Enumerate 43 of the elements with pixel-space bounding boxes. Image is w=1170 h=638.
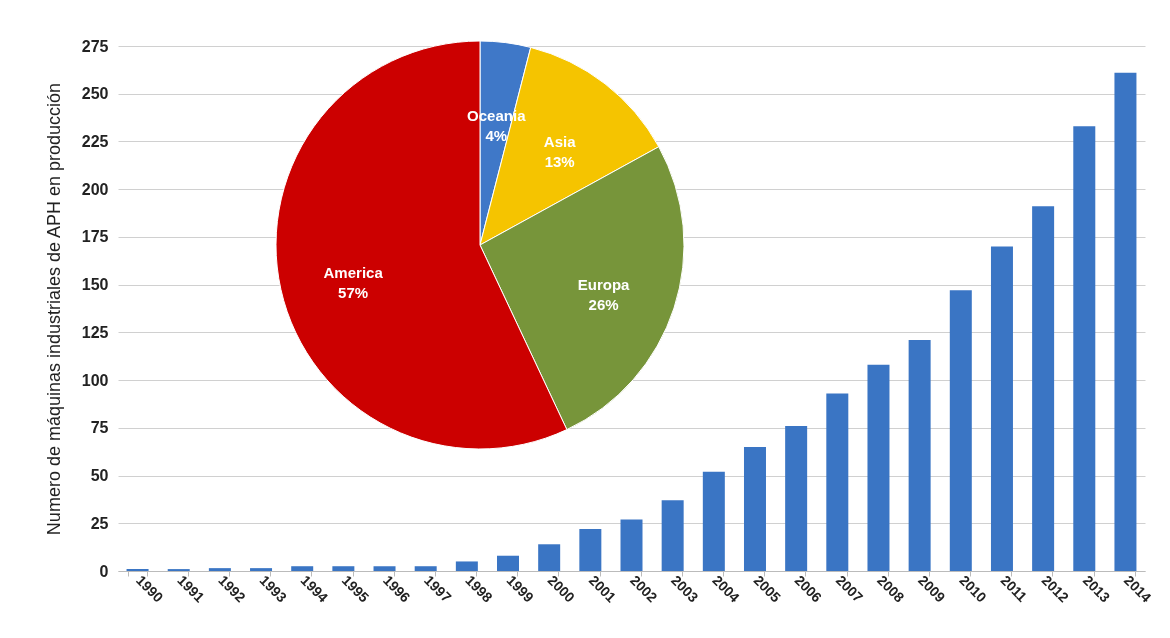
bar [414,566,437,571]
slice-label: America [323,264,384,282]
bar [373,566,396,571]
bar [702,471,725,571]
bar [1073,126,1096,571]
bar [661,500,684,571]
bar [332,566,355,571]
bar [1032,206,1055,571]
y-tick-label: 125 [81,323,109,341]
y-tick-label: 150 [81,276,109,294]
y-axis-title: Numero de máquinas industriales de APH en producción [43,82,64,536]
bar [908,340,931,571]
bar [785,425,808,571]
bar [455,561,478,571]
bar [1114,72,1137,571]
y-tick-label: 275 [81,37,109,55]
y-tick-label: 75 [90,419,109,437]
y-tick-label: 50 [90,467,109,485]
bar [826,393,849,571]
data-label: 57% [338,284,369,302]
y-tick-label: 25 [90,514,109,532]
y-tick-label: 100 [81,371,109,389]
bar [497,555,520,571]
y-tick-label: 200 [81,180,109,198]
bar [990,246,1013,571]
bar [291,566,314,571]
bar [867,364,890,571]
slice-label: Asia [543,133,577,151]
bar [538,544,561,571]
bar [620,519,643,571]
bar [949,290,972,571]
bar [208,568,231,571]
y-tick-label: 250 [81,85,109,103]
bar [250,568,273,571]
y-tick-label: 0 [99,562,109,580]
y-tick-label: 175 [81,228,109,246]
data-label: 26% [588,296,619,314]
y-tick-label: 225 [81,132,109,150]
slice-label: Europa [577,276,631,294]
data-label: 13% [544,153,575,171]
data-label: 4% [485,127,508,145]
bar [743,446,766,571]
bar [579,529,602,571]
